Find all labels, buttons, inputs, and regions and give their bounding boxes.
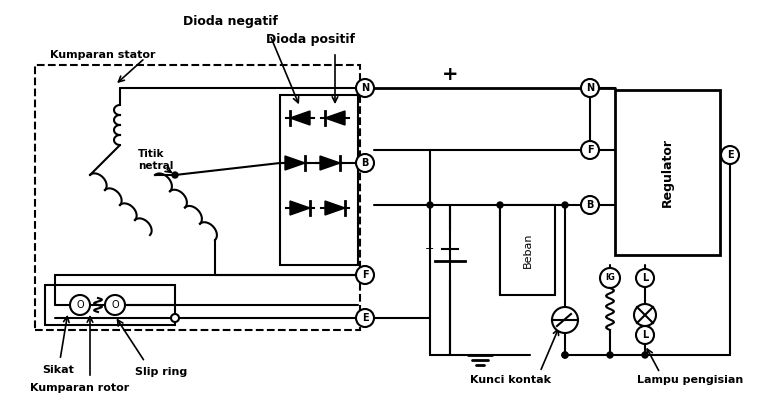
Polygon shape [325, 111, 345, 125]
Polygon shape [290, 111, 310, 125]
Text: E: E [727, 150, 734, 160]
Circle shape [581, 196, 599, 214]
Text: Slip ring: Slip ring [135, 367, 187, 377]
Text: L: L [642, 330, 648, 340]
Text: −: − [425, 244, 434, 254]
Text: N: N [586, 83, 594, 93]
Circle shape [70, 295, 90, 315]
Circle shape [634, 304, 656, 326]
Text: L: L [642, 273, 648, 283]
Text: B: B [361, 158, 368, 168]
Circle shape [172, 172, 178, 178]
Circle shape [562, 352, 568, 358]
Text: Lampu pengisian: Lampu pengisian [637, 375, 743, 385]
Circle shape [600, 268, 620, 288]
Circle shape [636, 269, 654, 287]
Polygon shape [285, 156, 305, 170]
Text: Regulator: Regulator [661, 138, 674, 207]
Circle shape [356, 266, 374, 284]
Text: Kumparan stator: Kumparan stator [50, 50, 155, 60]
Polygon shape [290, 201, 310, 215]
Text: IG: IG [605, 273, 615, 283]
Circle shape [356, 154, 374, 172]
Circle shape [552, 307, 578, 333]
Polygon shape [320, 156, 340, 170]
Text: Dioda positif: Dioda positif [265, 33, 355, 47]
Text: O: O [76, 300, 84, 310]
Text: Kumparan rotor: Kumparan rotor [30, 383, 130, 393]
Circle shape [642, 352, 648, 358]
Polygon shape [325, 201, 345, 215]
Circle shape [356, 79, 374, 97]
Circle shape [562, 202, 568, 208]
Circle shape [721, 146, 739, 164]
Bar [280, 95, 358, 265]
Circle shape [636, 326, 654, 344]
Text: Beban: Beban [522, 232, 532, 268]
Circle shape [562, 352, 568, 358]
Text: Sikat: Sikat [42, 365, 74, 375]
Bar [615, 90, 720, 255]
Bar [45, 285, 175, 325]
Text: Dioda negatif: Dioda negatif [182, 16, 278, 29]
Text: Titik
netral: Titik netral [138, 149, 173, 171]
Text: F: F [587, 145, 594, 155]
Circle shape [497, 202, 503, 208]
Text: B: B [586, 200, 594, 210]
Circle shape [171, 314, 179, 322]
Circle shape [581, 141, 599, 159]
Text: N: N [361, 83, 369, 93]
Text: E: E [361, 313, 368, 323]
Text: Kunci kontak: Kunci kontak [470, 375, 551, 385]
Bar [500, 205, 555, 295]
Text: O: O [112, 300, 119, 310]
Text: F: F [361, 270, 368, 280]
Circle shape [427, 202, 433, 208]
Bar [35, 65, 360, 330]
Text: +: + [441, 66, 458, 84]
Circle shape [581, 79, 599, 97]
Circle shape [356, 309, 374, 327]
Circle shape [105, 295, 125, 315]
Circle shape [607, 352, 613, 358]
